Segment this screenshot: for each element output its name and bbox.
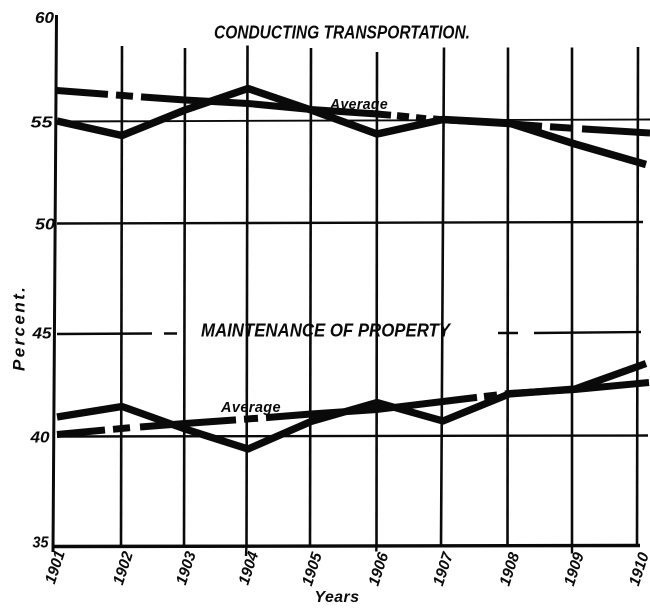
svg-text:45: 45 (31, 326, 52, 343)
svg-text:CONDUCTING TRANSPORTATION.: CONDUCTING TRANSPORTATION. (214, 23, 470, 43)
svg-text:Average: Average (329, 97, 388, 113)
svg-text:40: 40 (29, 430, 49, 447)
svg-text:60: 60 (35, 10, 54, 27)
svg-text:Years: Years (315, 589, 360, 606)
svg-text:35: 35 (33, 535, 50, 552)
svg-text:Average: Average (220, 400, 281, 416)
svg-text:MAINTENANCE OF PROPERTY: MAINTENANCE OF PROPERTY (201, 321, 452, 341)
svg-text:Percent.: Percent. (10, 285, 29, 371)
svg-text:55: 55 (31, 115, 54, 132)
svg-text:50: 50 (35, 217, 55, 234)
